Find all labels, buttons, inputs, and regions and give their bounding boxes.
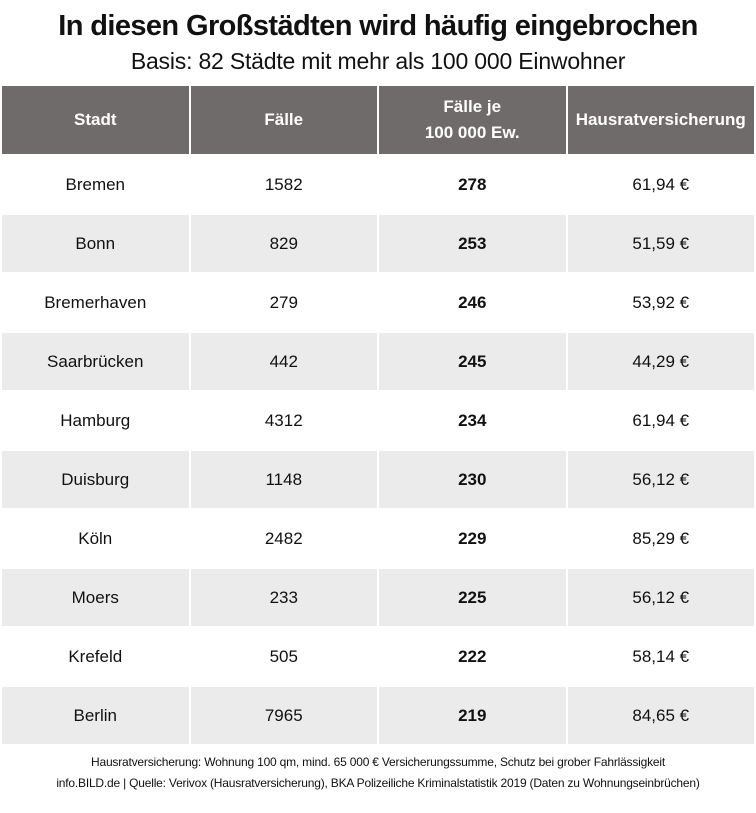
table-cell: 1582 <box>264 174 303 194</box>
table-cell: 56,12 € <box>567 569 754 626</box>
table-cell: 53,92 € <box>632 292 690 312</box>
table-cell: Moers <box>2 569 189 626</box>
table-cell: 84,65 € <box>567 687 754 744</box>
table-cell: 253 <box>379 215 566 272</box>
column-header: Hausratversicherung <box>567 86 754 154</box>
table-row: Moers 233 225 56,12 € <box>2 569 754 626</box>
column-header: Fälle <box>190 86 377 154</box>
table-cell: 85,29 € <box>632 528 690 548</box>
table-cell: Berlin <box>2 687 189 744</box>
table-row: Berlin 7965 219 84,65 € <box>2 687 754 744</box>
table-cell: Hamburg <box>60 410 131 430</box>
table-cell: 829 <box>190 215 377 272</box>
table-cell: 245 <box>379 333 566 390</box>
table-body: Bremen 1582 278 61,94 € Bonn 829 253 51,59 € Bre… <box>2 156 754 744</box>
table-cell: Bonn <box>2 215 189 272</box>
footer-source: info.BILD.de | Quelle: Verivox (Hausratv… <box>56 776 700 790</box>
table-cell: 233 <box>190 569 377 626</box>
table-row: Krefeld 505 222 58,14 € <box>2 628 754 685</box>
table-cell: Duisburg <box>2 451 189 508</box>
table-cell: 234 <box>458 410 487 430</box>
table-cell: 222 <box>458 646 487 666</box>
table-head: Stadt Fälle Fälle je 100 000 Ew. Hausratver… <box>2 86 754 154</box>
table-cell: 219 <box>379 687 566 744</box>
table-cell: 4312 <box>264 410 303 430</box>
table-cell: Bremen <box>65 174 126 194</box>
table-row: Duisburg 1148 230 56,12 € <box>2 451 754 508</box>
table-cell: 2482 <box>264 528 303 548</box>
table-cell: 44,29 € <box>567 333 754 390</box>
table-cell: 505 <box>269 646 298 666</box>
table-cell: 229 <box>458 528 487 548</box>
footer: Hausratversicherung: Wohnung 100 qm, min… <box>0 752 756 794</box>
table-row: Bremen 1582 278 61,94 € <box>2 156 754 213</box>
table-cell: 225 <box>379 569 566 626</box>
table-cell: 279 <box>269 292 298 312</box>
table-row: Saarbrücken 442 245 44,29 € <box>2 333 754 390</box>
title: In diesen Großstädten wird häufig eingeb… <box>58 10 698 42</box>
table-cell: 56,12 € <box>567 451 754 508</box>
table-cell: 58,14 € <box>632 646 690 666</box>
column-header: Stadt <box>2 86 189 154</box>
table-cell: Krefeld <box>68 646 123 666</box>
table-cell: Bremerhaven <box>44 292 147 312</box>
table-row: Bonn 829 253 51,59 € <box>2 215 754 272</box>
table-cell: Köln <box>78 528 113 548</box>
table-cell: 61,94 € <box>632 410 690 430</box>
table-cell: 51,59 € <box>567 215 754 272</box>
table-row: Köln 2482 229 85,29 € <box>2 510 754 567</box>
table-cell: 230 <box>379 451 566 508</box>
table-cell: 246 <box>458 292 487 312</box>
header-row: Stadt Fälle Fälle je 100 000 Ew. Hausratver… <box>2 86 754 154</box>
table-cell: 1148 <box>190 451 377 508</box>
table-cell: 278 <box>458 174 487 194</box>
table-cell: 442 <box>190 333 377 390</box>
data-table: Stadt Fälle Fälle je 100 000 Ew. Hausratver… <box>0 84 756 746</box>
column-header: Fälle je 100 000 Ew. <box>379 86 566 154</box>
table-cell: Saarbrücken <box>2 333 189 390</box>
table-row: Hamburg 4312 234 61,94 € <box>2 392 754 449</box>
subtitle: Basis: 82 Städte mit mehr als 100 000 Ei… <box>130 48 626 74</box>
table-cell: 61,94 € <box>632 174 690 194</box>
table-cell: 7965 <box>190 687 377 744</box>
footer-note: Hausratversicherung: Wohnung 100 qm, min… <box>91 755 665 769</box>
table-row: Bremerhaven 279 246 53,92 € <box>2 274 754 331</box>
